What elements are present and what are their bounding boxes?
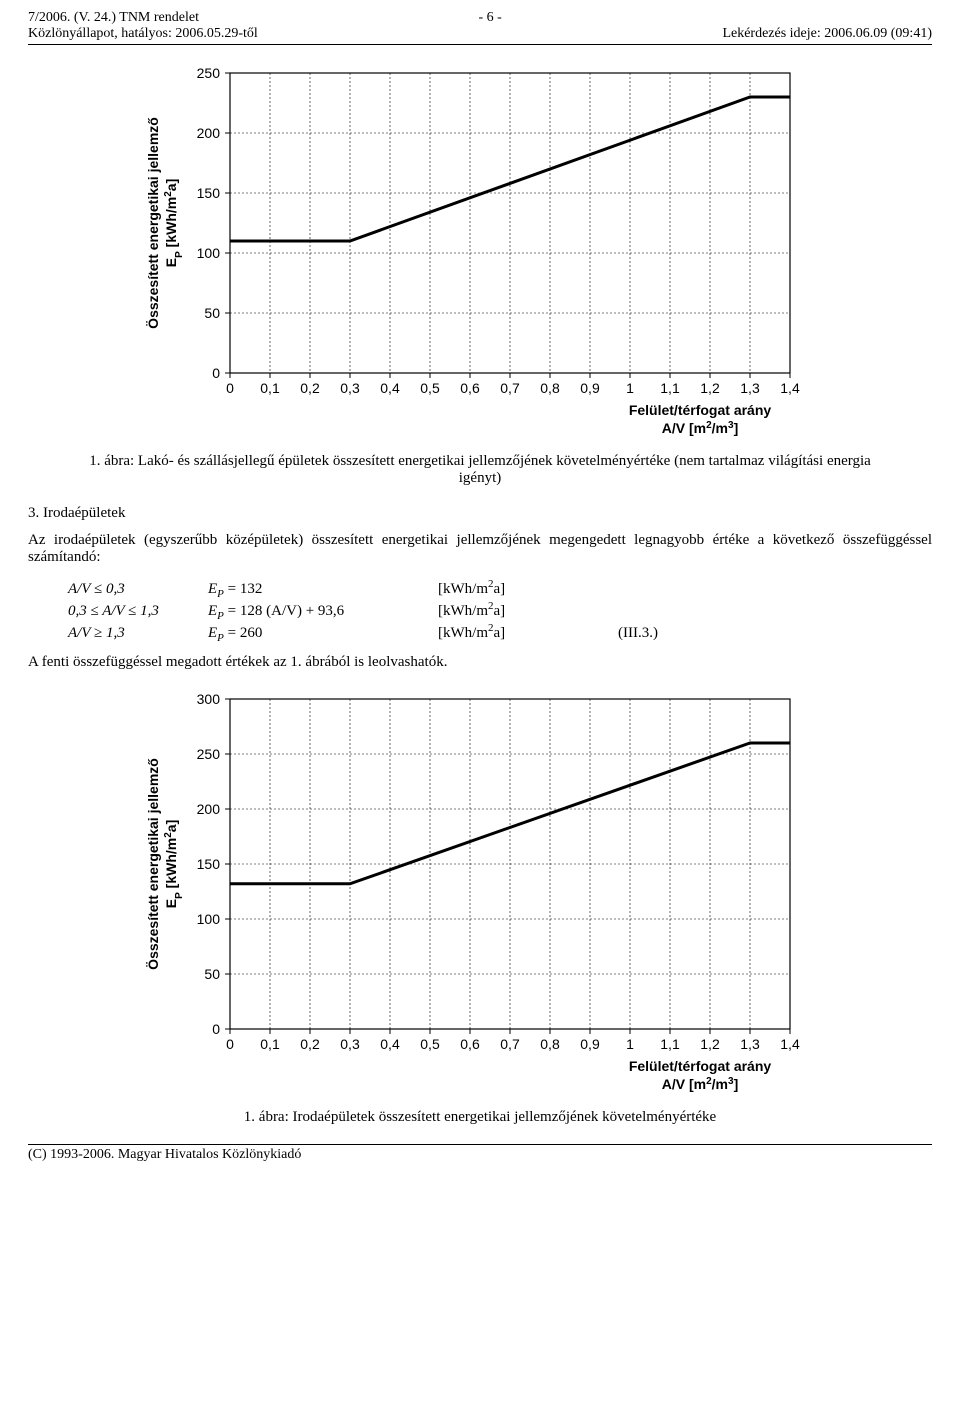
chart-1: 0 0,1 0,2 0,3 0,4 0,5 0,6 0,7 0,8 0,9 1 1,1 1,2 1,3 1,… xyxy=(28,53,932,443)
svg-text:0,9: 0,9 xyxy=(580,380,600,396)
page-footer: (C) 1993-2006. Magyar Hivatalos Közlönyk… xyxy=(28,1144,932,1163)
svg-text:1,3: 1,3 xyxy=(740,380,760,396)
svg-text:100: 100 xyxy=(197,911,221,927)
svg-text:0,2: 0,2 xyxy=(300,380,320,396)
svg-text:1,1: 1,1 xyxy=(660,380,680,396)
formula-row: A/V ≥ 1,3EP = 260[kWh/m2a](III.3.) xyxy=(68,622,932,644)
svg-text:Felület/térfogat arány: Felület/térfogat arány xyxy=(629,402,772,418)
svg-text:200: 200 xyxy=(197,125,221,141)
svg-text:0,7: 0,7 xyxy=(500,1036,520,1052)
page-header: 7/2006. (V. 24.) TNM rendelet Közlönyáll… xyxy=(28,10,932,45)
svg-text:150: 150 xyxy=(197,856,221,872)
chart-1-caption: 1. ábra: Lakó- és szállásjellegű épülete… xyxy=(88,453,872,487)
svg-text:Felület/térfogat arány: Felület/térfogat arány xyxy=(629,1058,772,1074)
chart-2-caption: 1. ábra: Irodaépületek összesített energ… xyxy=(88,1109,872,1126)
svg-text:0,5: 0,5 xyxy=(420,1036,440,1052)
svg-text:0,1: 0,1 xyxy=(260,1036,280,1052)
svg-text:50: 50 xyxy=(204,966,220,982)
svg-text:100: 100 xyxy=(197,245,221,261)
svg-text:EP [kWh/m2a]: EP [kWh/m2a] xyxy=(163,179,185,267)
formula-row: A/V ≤ 0,3EP = 132[kWh/m2a] xyxy=(68,578,932,600)
after-formula-text: A fenti összefüggéssel megadott értékek … xyxy=(28,654,932,671)
svg-text:1,1: 1,1 xyxy=(660,1036,680,1052)
svg-text:0,4: 0,4 xyxy=(380,1036,400,1052)
svg-text:0,3: 0,3 xyxy=(340,1036,360,1052)
svg-text:150: 150 xyxy=(197,185,221,201)
formula-row: 0,3 ≤ A/V ≤ 1,3EP = 128 (A/V) + 93,6[kWh… xyxy=(68,600,932,622)
svg-text:0,1: 0,1 xyxy=(260,380,280,396)
svg-text:A/V [m2/m3]: A/V [m2/m3] xyxy=(662,1076,738,1093)
svg-text:200: 200 xyxy=(197,801,221,817)
svg-text:1,2: 1,2 xyxy=(700,1036,720,1052)
svg-text:0,8: 0,8 xyxy=(540,1036,560,1052)
section-3-title: 3. Irodaépületek xyxy=(28,505,932,522)
svg-text:0,6: 0,6 xyxy=(460,1036,480,1052)
formula-block: A/V ≤ 0,3EP = 132[kWh/m2a]0,3 ≤ A/V ≤ 1,… xyxy=(68,578,932,644)
header-subtitle: Közlönyállapot, hatályos: 2006.05.29-től xyxy=(28,26,258,42)
svg-text:1: 1 xyxy=(626,1036,634,1052)
svg-text:0,9: 0,9 xyxy=(580,1036,600,1052)
chart-1-svg: 0 0,1 0,2 0,3 0,4 0,5 0,6 0,7 0,8 0,9 1 1,1 1,2 1,3 1,… xyxy=(130,53,830,443)
svg-text:0: 0 xyxy=(212,365,220,381)
svg-text:0: 0 xyxy=(212,1021,220,1037)
svg-text:0,7: 0,7 xyxy=(500,380,520,396)
svg-text:0,3: 0,3 xyxy=(340,380,360,396)
chart-2: 0 0,1 0,2 0,3 0,4 0,5 0,6 0,7 0,8 0,9 1 1,1 1,2 1,3 1,… xyxy=(28,679,932,1099)
svg-text:250: 250 xyxy=(197,746,221,762)
chart-2-svg: 0 0,1 0,2 0,3 0,4 0,5 0,6 0,7 0,8 0,9 1 1,1 1,2 1,3 1,… xyxy=(130,679,830,1099)
svg-text:0,5: 0,5 xyxy=(420,380,440,396)
svg-text:EP [kWh/m2a]: EP [kWh/m2a] xyxy=(163,820,185,908)
section-3-paragraph: Az irodaépületek (egyszerűbb középületek… xyxy=(28,532,932,566)
svg-text:300: 300 xyxy=(197,691,221,707)
svg-text:50: 50 xyxy=(204,305,220,321)
svg-text:250: 250 xyxy=(197,65,221,81)
page-number: - 6 - xyxy=(478,10,501,26)
svg-text:1: 1 xyxy=(626,380,634,396)
svg-text:0,6: 0,6 xyxy=(460,380,480,396)
svg-text:A/V [m2/m3]: A/V [m2/m3] xyxy=(662,420,738,437)
svg-text:Összesített energetikai jellem: Összesített energetikai jellemző xyxy=(145,758,161,970)
svg-text:0,8: 0,8 xyxy=(540,380,560,396)
svg-text:1,2: 1,2 xyxy=(700,380,720,396)
svg-text:0,2: 0,2 xyxy=(300,1036,320,1052)
svg-text:0: 0 xyxy=(226,380,234,396)
svg-text:Összesített energetikai jellem: Összesített energetikai jellemző xyxy=(145,117,161,329)
svg-text:1,4: 1,4 xyxy=(780,380,800,396)
svg-text:0,4: 0,4 xyxy=(380,380,400,396)
header-timestamp: Lekérdezés ideje: 2006.06.09 (09:41) xyxy=(722,26,932,42)
svg-text:0: 0 xyxy=(226,1036,234,1052)
svg-text:1,3: 1,3 xyxy=(740,1036,760,1052)
header-title: 7/2006. (V. 24.) TNM rendelet xyxy=(28,10,258,26)
svg-text:1,4: 1,4 xyxy=(780,1036,800,1052)
